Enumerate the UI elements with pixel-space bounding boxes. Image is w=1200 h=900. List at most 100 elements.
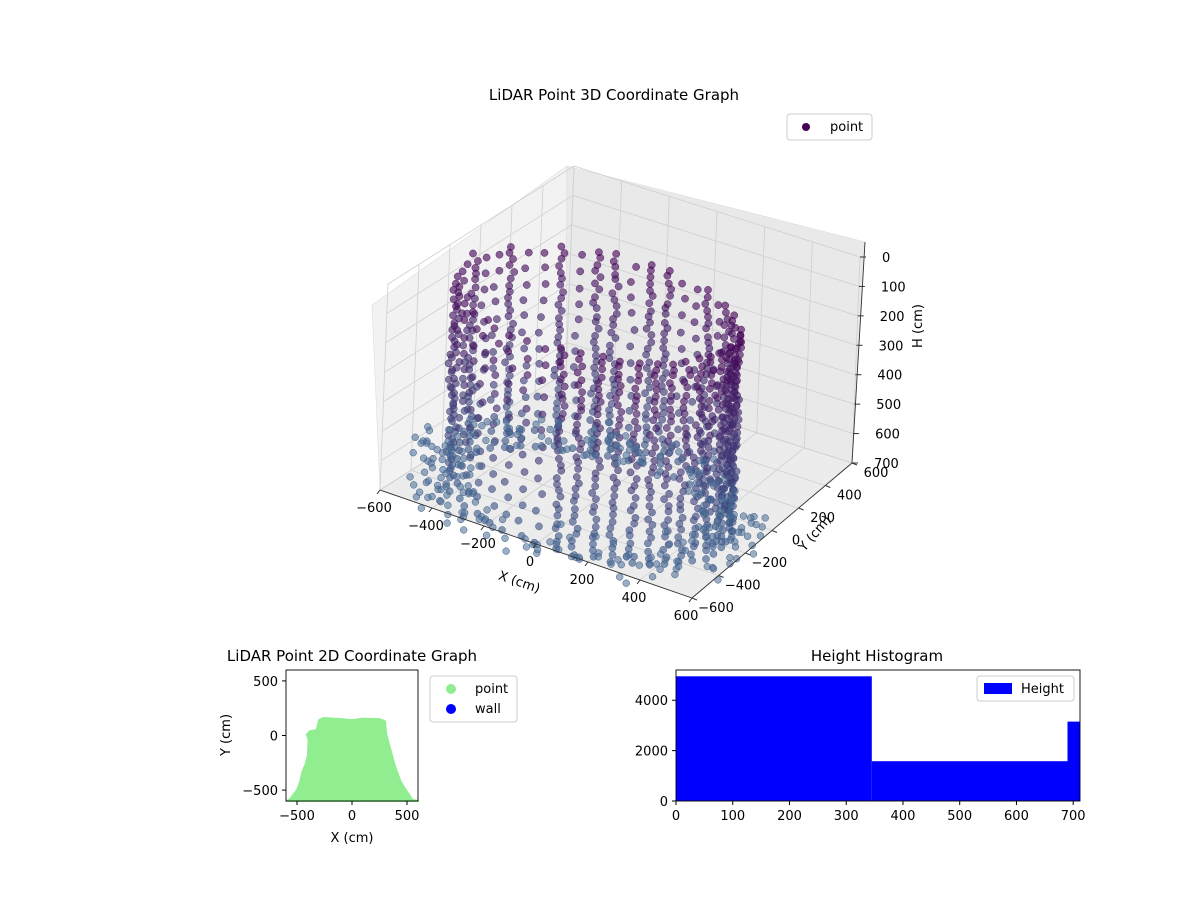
cloud-point xyxy=(644,376,653,385)
grid-line-y-left xyxy=(565,165,575,373)
cloud-point xyxy=(631,384,640,393)
grid-line-x-back xyxy=(803,241,813,448)
cloud-point xyxy=(725,349,733,358)
x-tick-label: 300 xyxy=(834,809,859,824)
cloud-point xyxy=(556,357,565,366)
cloud-point xyxy=(575,284,584,293)
cloud-point xyxy=(635,359,644,368)
footprint-layer xyxy=(286,717,419,802)
cloud-point xyxy=(594,379,603,387)
cloud-floor-point xyxy=(533,546,542,554)
cloud-point xyxy=(692,421,700,429)
cloud-floor-point xyxy=(437,498,445,506)
cloud-point xyxy=(469,342,478,351)
chart-2d-y-label: Y (cm) xyxy=(219,714,234,757)
cloud-point xyxy=(696,440,705,448)
cloud-point xyxy=(697,446,705,455)
legend-2d-label-wall: wall xyxy=(475,702,501,717)
cloud-point xyxy=(534,456,543,465)
cloud-point xyxy=(519,485,527,494)
cloud-floor-point xyxy=(638,458,646,466)
cloud-point xyxy=(641,389,649,397)
cloud-point xyxy=(534,474,542,483)
x-tick-label: 500 xyxy=(395,809,420,824)
cloud-floor-point xyxy=(410,481,418,489)
cloud-point xyxy=(557,344,565,352)
cloud-point xyxy=(626,359,635,367)
cloud-point xyxy=(523,371,532,379)
x-tick-label: 200 xyxy=(777,809,802,824)
cloud-point xyxy=(555,454,563,463)
cloud-floor-point xyxy=(501,534,509,542)
cloud-point xyxy=(589,540,597,548)
cloud-point xyxy=(733,422,742,431)
cloud-point xyxy=(578,362,587,371)
cloud-point xyxy=(573,412,582,421)
cloud-point xyxy=(571,492,580,500)
cloud-floor-point xyxy=(612,431,621,439)
cloud-floor-point xyxy=(466,471,474,479)
cloud-point xyxy=(722,468,731,476)
cloud-point xyxy=(649,463,658,472)
y-tick-label: 0 xyxy=(792,534,800,549)
cloud-point xyxy=(644,515,652,524)
cloud-point xyxy=(681,357,690,366)
cloud-point xyxy=(592,351,600,360)
grid-line-x-back xyxy=(851,256,861,464)
cloud-floor-point xyxy=(557,520,565,528)
legend-3d: point xyxy=(786,113,873,141)
cloud-point xyxy=(505,331,513,340)
cloud-floor-point xyxy=(653,471,662,480)
cloud-point xyxy=(460,299,469,308)
cloud-point xyxy=(560,382,569,391)
cloud-point xyxy=(492,404,501,413)
cloud-floor-point xyxy=(482,436,490,445)
cloud-floor-point xyxy=(607,445,616,453)
cloud-point xyxy=(504,493,513,502)
cloud-point xyxy=(504,379,513,388)
cloud-floor-point xyxy=(482,531,491,539)
cloud-point xyxy=(560,402,569,410)
cloud-point xyxy=(642,423,651,432)
cloud-point xyxy=(646,273,655,281)
cloud-point xyxy=(489,364,497,372)
cloud-floor-point xyxy=(469,429,478,437)
cloud-point xyxy=(571,505,579,513)
cloud-point xyxy=(552,474,561,482)
cloud-point xyxy=(593,418,601,427)
cloud-floor-point xyxy=(506,430,515,439)
cloud-point xyxy=(660,319,669,327)
y-tick-label: −200 xyxy=(751,556,787,571)
cloud-point xyxy=(648,508,656,517)
cloud-floor-point xyxy=(422,478,431,487)
cloud-floor-point xyxy=(433,481,442,490)
cloud-point xyxy=(474,478,483,487)
legend-2d-marker-point xyxy=(446,684,456,694)
cloud-point xyxy=(644,475,653,484)
cloud-point xyxy=(446,383,455,391)
cloud-point xyxy=(450,389,458,398)
cloud-floor-point xyxy=(609,540,618,548)
cloud-point xyxy=(695,426,704,435)
cloud-floor-point xyxy=(716,512,724,521)
cloud-point xyxy=(487,427,496,435)
cloud-point xyxy=(593,313,601,321)
cloud-point xyxy=(530,426,539,435)
chart-3d: LiDAR Point 3D Coordinate Graph −600 −400… xyxy=(356,86,926,624)
cloud-floor-point xyxy=(459,488,467,496)
cloud-point xyxy=(633,424,642,433)
cloud-point xyxy=(486,395,495,404)
cloud-point xyxy=(504,461,513,469)
cloud-point xyxy=(645,502,654,510)
chart-3d-title: LiDAR Point 3D Coordinate Graph xyxy=(489,86,739,104)
cloud-point xyxy=(678,513,687,522)
cloud-point xyxy=(591,279,599,288)
cloud-point xyxy=(715,433,724,442)
cloud-point xyxy=(626,375,635,384)
cloud-floor-point xyxy=(726,536,735,544)
grid-line-h-left xyxy=(383,283,570,403)
cloud-point xyxy=(731,359,740,368)
cloud-point xyxy=(687,550,695,559)
cloud-point xyxy=(695,409,704,417)
legend-histogram-swatch xyxy=(984,683,1012,694)
